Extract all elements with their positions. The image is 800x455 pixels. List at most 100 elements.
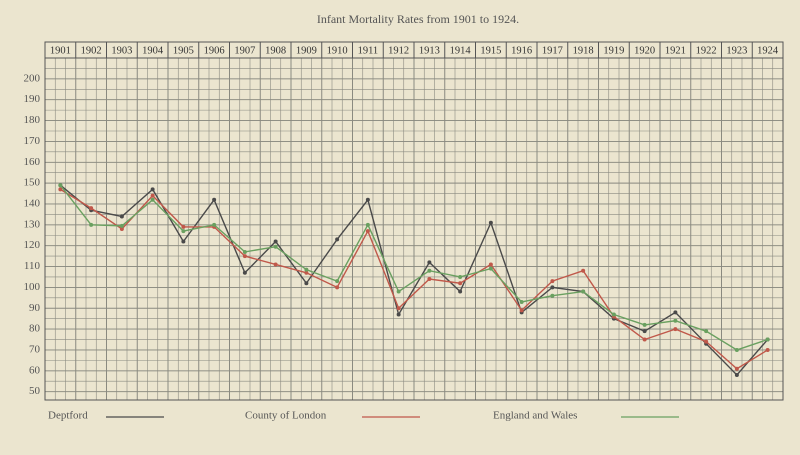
- point: [734, 372, 739, 377]
- legend-label: England and Wales: [493, 410, 577, 422]
- point: [150, 193, 155, 198]
- point: [181, 229, 186, 234]
- x-tick-label: 1902: [81, 45, 102, 56]
- point: [488, 262, 493, 267]
- point: [304, 267, 309, 272]
- y-tick-label: 90: [29, 302, 41, 314]
- legend-label: Deptford: [48, 410, 88, 422]
- point: [242, 249, 247, 254]
- legend-label: County of London: [245, 410, 327, 422]
- point: [427, 268, 432, 273]
- point: [642, 337, 647, 342]
- chart-title: Infant Mortality Rates from 1901 to 1924…: [317, 12, 519, 26]
- point: [304, 270, 309, 275]
- point: [765, 347, 770, 352]
- x-tick-label: 1920: [634, 45, 655, 56]
- point: [89, 206, 94, 211]
- point: [550, 279, 555, 284]
- y-tick-label: 190: [24, 93, 41, 105]
- point: [242, 254, 247, 259]
- y-tick-label: 110: [24, 260, 41, 272]
- point: [458, 281, 463, 286]
- y-tick-label: 160: [24, 156, 41, 168]
- x-tick-label: 1911: [358, 45, 379, 56]
- point: [550, 285, 555, 290]
- point: [335, 279, 340, 284]
- point: [150, 197, 155, 202]
- point: [704, 329, 709, 334]
- point: [673, 310, 678, 315]
- point: [212, 222, 217, 227]
- y-tick-label: 170: [24, 135, 41, 147]
- point: [273, 262, 278, 267]
- x-tick-label: 1923: [726, 45, 747, 56]
- point: [396, 289, 401, 294]
- point: [181, 239, 186, 244]
- point: [58, 187, 63, 192]
- point: [150, 187, 155, 192]
- x-tick-label: 1915: [480, 45, 501, 56]
- x-tick-label: 1909: [296, 45, 317, 56]
- point: [89, 222, 94, 227]
- x-tick-label: 1924: [757, 45, 779, 56]
- y-tick-label: 200: [24, 72, 41, 84]
- series-line: [60, 188, 768, 370]
- point: [304, 281, 309, 286]
- x-tick-label: 1907: [234, 45, 255, 56]
- point: [335, 285, 340, 290]
- y-tick-label: 70: [29, 343, 41, 355]
- x-tick-label: 1904: [142, 45, 164, 56]
- point: [581, 268, 586, 273]
- series-line: [59, 184, 768, 351]
- x-tick-label: 1913: [419, 45, 440, 56]
- y-tick-label: 180: [24, 114, 41, 126]
- y-tick-label: 80: [29, 323, 41, 335]
- x-tick-label: 1905: [173, 45, 194, 56]
- point: [581, 289, 586, 294]
- x-tick-label: 1919: [603, 45, 624, 56]
- y-tick-label: 150: [24, 177, 41, 189]
- point: [458, 289, 463, 294]
- point: [673, 327, 678, 332]
- point: [704, 339, 709, 344]
- x-tick-label: 1908: [265, 45, 286, 56]
- point: [488, 220, 493, 225]
- point: [335, 237, 340, 242]
- point: [519, 308, 524, 313]
- x-tick-label: 1903: [111, 45, 132, 56]
- y-tick-label: 50: [29, 385, 41, 397]
- x-tick-label: 1922: [696, 45, 717, 56]
- y-tick-label: 130: [24, 218, 41, 230]
- point: [427, 260, 432, 265]
- point: [119, 223, 124, 228]
- point: [273, 244, 278, 249]
- point: [642, 329, 647, 334]
- point: [365, 229, 370, 234]
- point: [427, 277, 432, 282]
- point: [365, 222, 370, 227]
- point: [181, 224, 186, 229]
- point: [273, 239, 278, 244]
- x-tick-label: 1917: [542, 45, 563, 56]
- y-tick-label: 120: [24, 239, 41, 251]
- x-tick-label: 1918: [573, 45, 594, 56]
- point: [58, 183, 63, 188]
- point: [488, 266, 493, 271]
- point: [673, 318, 678, 323]
- x-tick-label: 1921: [665, 45, 686, 56]
- point: [365, 197, 370, 202]
- point: [734, 366, 739, 371]
- point: [119, 214, 124, 219]
- point: [396, 306, 401, 311]
- y-tick-label: 100: [24, 281, 41, 293]
- y-tick-label: 140: [24, 198, 41, 210]
- x-tick-label: 1901: [50, 45, 71, 56]
- point: [119, 227, 124, 231]
- x-tick-label: 1916: [511, 45, 532, 56]
- point: [550, 293, 555, 298]
- point: [396, 312, 401, 317]
- point: [734, 347, 739, 352]
- point: [458, 274, 463, 279]
